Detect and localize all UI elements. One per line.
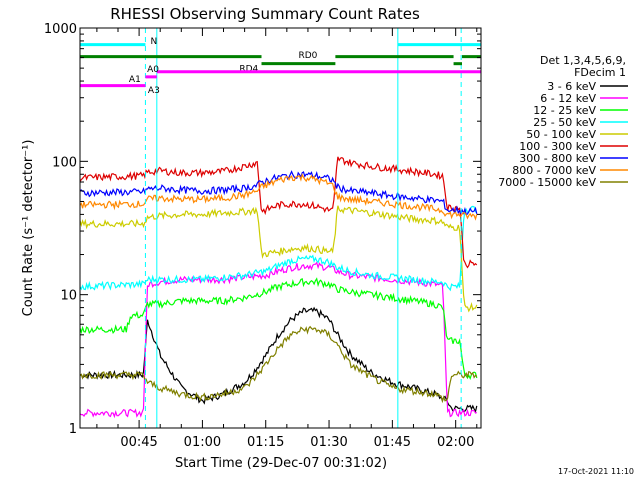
series-line-5 [79,156,478,269]
x-tick-label-1: 01:00 [184,435,221,450]
legend-label-7: 800 - 7000 keV [512,164,596,177]
legend-label-2: 12 - 25 keV [533,104,596,117]
state-label-RD4: RD4 [239,65,258,75]
series-line-4 [79,205,478,313]
legend-label-5: 100 - 300 keV [519,140,596,153]
legend-label-6: 300 - 800 keV [519,152,596,165]
chart-title: RHESSI Observing Summary Count Rates [110,5,420,23]
legend-label-0: 3 - 6 keV [547,80,596,93]
series-line-7 [79,173,478,221]
state-label-A3: A3 [148,86,160,96]
x-axis-label: Start Time (29-Dec-07 00:31:02) [175,456,387,471]
series-line-1 [79,261,477,419]
legend-label-1: 6 - 12 keV [540,92,596,105]
legend-label-4: 50 - 100 keV [526,128,596,141]
x-tick-label-2: 01:15 [247,435,284,450]
series-line-6 [79,170,478,216]
state-label-RD0: RD0 [298,51,317,61]
legend-header-0: Det 1,3,4,5,6,9, [540,54,626,67]
x-tick-label-4: 01:45 [374,435,411,450]
y-axis-label: Count Rate (s⁻¹ detector⁻¹) [21,140,36,317]
series-line-2 [79,277,478,381]
y-tick-label-2: 100 [52,155,77,170]
x-tick-label-3: 01:30 [310,435,347,450]
y-tick-label-3: 1000 [44,22,77,37]
plot-frame [79,27,482,429]
series-line-3 [79,205,478,292]
y-tick-label-1: 10 [60,289,77,304]
footer-timestamp: 17-Oct-2021 11:10 [558,467,634,476]
legend-header-1: FDecim 1 [574,66,626,79]
x-tick-label-0: 00:45 [120,435,157,450]
state-label-A1: A1 [129,75,141,85]
y-tick-label-0: 1 [69,422,77,437]
legend-label-8: 7000 - 15000 keV [498,176,596,189]
x-tick-label-5: 02:00 [437,435,474,450]
state-label-N: N [151,37,158,47]
series-line-8 [79,325,478,404]
legend-label-3: 25 - 50 keV [533,116,596,129]
state-label-A0: A0 [147,65,159,75]
series-line-0 [79,306,478,414]
